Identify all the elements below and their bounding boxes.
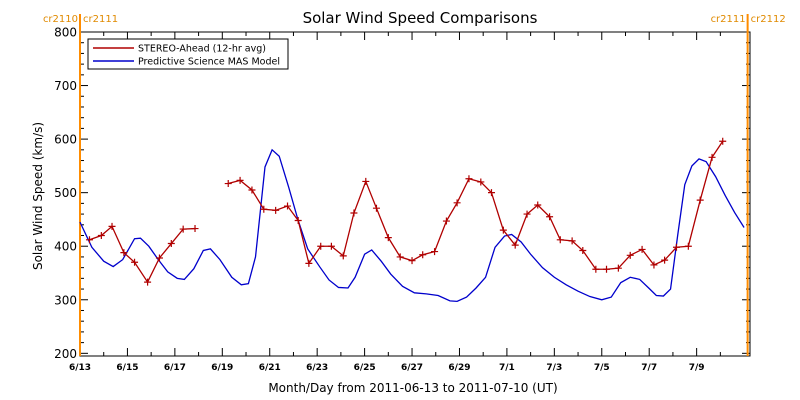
data-point-stereo-ahead	[236, 176, 244, 184]
data-point-stereo-ahead	[350, 209, 358, 217]
x-axis-label: Month/Day from 2011-06-13 to 2011-07-10 …	[268, 381, 557, 395]
data-point-stereo-ahead	[120, 249, 128, 257]
x-tick-label: 6/23	[306, 363, 328, 373]
carrington-label-right: cr2112	[751, 14, 786, 25]
chart-title: Solar Wind Speed Comparisons	[303, 9, 538, 27]
data-point-stereo-ahead	[453, 199, 461, 207]
y-tick-label: 800	[54, 26, 77, 40]
series-line-stereo-ahead	[228, 140, 724, 270]
carrington-label-left: cr2110	[43, 14, 78, 25]
data-point-stereo-ahead	[97, 232, 105, 240]
data-point-stereo-ahead	[568, 237, 576, 245]
data-point-stereo-ahead	[672, 243, 680, 251]
legend-box	[87, 38, 289, 70]
data-point-stereo-ahead	[579, 246, 587, 254]
carrington-label-left: cr2111	[711, 14, 746, 25]
x-tick-label: 6/27	[401, 363, 423, 373]
data-point-stereo-ahead	[719, 137, 727, 145]
data-point-stereo-ahead	[272, 206, 280, 214]
data-point-stereo-ahead	[556, 236, 564, 244]
data-point-stereo-ahead	[396, 253, 404, 261]
data-point-stereo-ahead	[372, 204, 380, 212]
x-tick-label: 6/17	[164, 363, 186, 373]
data-point-stereo-ahead	[477, 178, 485, 186]
data-point-stereo-ahead	[362, 177, 370, 185]
data-point-stereo-ahead	[294, 217, 302, 225]
data-point-stereo-ahead	[167, 240, 175, 248]
x-tick-label: 6/19	[211, 363, 233, 373]
data-point-stereo-ahead	[499, 226, 507, 234]
data-point-stereo-ahead	[131, 258, 139, 266]
legend-label-mas: Predictive Science MAS Model	[138, 57, 280, 68]
y-tick-label: 700	[54, 79, 77, 93]
data-point-stereo-ahead	[546, 213, 554, 221]
x-tick-label: 7/9	[689, 363, 705, 373]
plot-area	[79, 31, 751, 357]
data-point-stereo-ahead	[108, 222, 116, 230]
carrington-label-right: cr2111	[83, 14, 118, 25]
data-point-stereo-ahead	[317, 242, 325, 250]
carrington-rotation-markers: cr2110 cr2111 cr2111 cr2112	[43, 14, 786, 356]
data-point-stereo-ahead	[534, 201, 542, 209]
data-point-stereo-ahead	[614, 264, 622, 272]
data-point-stereo-ahead	[419, 251, 427, 259]
data-point-stereo-ahead	[708, 153, 716, 161]
y-axis: 200 300 400 500 600 700 800	[54, 26, 750, 361]
x-tick-label: 6/15	[116, 363, 138, 373]
x-tick-label: 6/13	[69, 363, 91, 373]
data-point-stereo-ahead	[661, 256, 669, 264]
data-point-stereo-ahead	[442, 217, 450, 225]
data-point-stereo-ahead	[85, 236, 93, 244]
y-tick-label: 300	[54, 293, 77, 307]
x-tick-label: 7/7	[641, 363, 657, 373]
data-point-stereo-ahead	[465, 175, 473, 183]
y-tick-label: 200	[54, 347, 77, 361]
x-tick-label: 6/21	[259, 363, 281, 373]
data-point-stereo-ahead	[224, 180, 232, 188]
data-point-stereo-ahead	[603, 265, 611, 273]
x-tick-label: 6/29	[448, 363, 470, 373]
data-point-stereo-ahead	[179, 225, 187, 233]
series-line-mas-model	[79, 148, 745, 303]
x-tick-label: 7/3	[546, 363, 562, 373]
x-tick-label: 7/5	[594, 363, 610, 373]
data-point-stereo-ahead	[408, 257, 416, 265]
data-point-stereo-ahead	[284, 202, 292, 210]
data-point-stereo-ahead	[248, 186, 256, 194]
data-point-stereo-ahead	[696, 196, 704, 204]
legend-label-stereo: STEREO-Ahead (12-hr avg)	[138, 44, 266, 55]
data-point-stereo-ahead	[327, 242, 335, 250]
y-tick-label: 600	[54, 133, 77, 147]
data-point-stereo-ahead	[626, 251, 634, 259]
data-point-stereo-ahead	[511, 241, 519, 249]
data-point-stereo-ahead	[650, 261, 658, 269]
data-point-stereo-ahead	[638, 245, 646, 253]
data-point-stereo-ahead	[191, 225, 199, 233]
y-tick-label: 400	[54, 240, 77, 254]
x-tick-label: 6/25	[354, 363, 376, 373]
data-point-stereo-ahead	[260, 205, 268, 213]
legend: STEREO-Ahead (12-hr avg) Predictive Scie…	[87, 38, 289, 70]
data-point-stereo-ahead	[592, 265, 600, 273]
x-tick-label: 7/1	[499, 363, 515, 373]
y-axis-label: Solar Wind Speed (km/s)	[31, 122, 45, 270]
data-point-stereo-ahead	[339, 252, 347, 260]
data-point-stereo-ahead	[384, 234, 392, 242]
data-point-stereo-ahead	[305, 259, 313, 267]
x-axis: 6/13 6/15 6/17 6/19 6/21 6/23 6/25 6/27 6/29 7/1 7…	[69, 32, 721, 373]
data-point-stereo-ahead	[523, 210, 531, 218]
data-point-stereo-ahead	[144, 278, 152, 286]
data-point-stereo-ahead	[684, 242, 692, 250]
data-point-stereo-ahead	[431, 248, 439, 256]
data-point-stereo-ahead	[155, 254, 163, 262]
data-point-stereo-ahead	[487, 189, 495, 197]
series-line-stereo-ahead	[89, 225, 196, 284]
y-tick-label: 500	[54, 186, 77, 200]
series-layer	[79, 137, 745, 303]
